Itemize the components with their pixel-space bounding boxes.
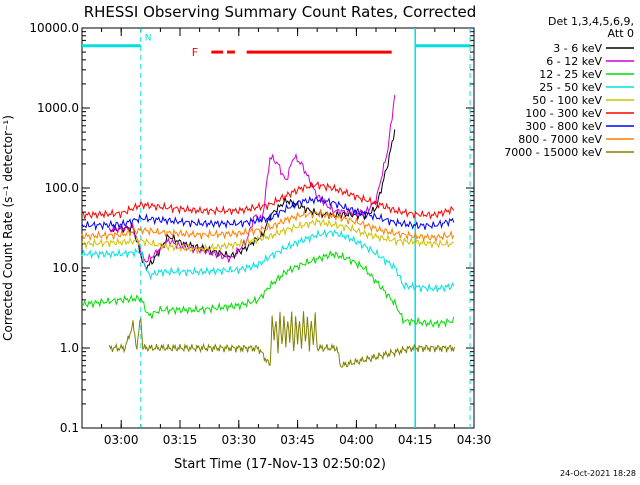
legend-label: 3 - 6 keV (553, 42, 602, 55)
y-tick-label: 10.0 (52, 261, 79, 275)
legend-header: Det 1,3,4,5,6,9, (548, 15, 634, 28)
x-axis-label: Start Time (17-Nov-13 02:50:02) (174, 457, 386, 472)
series-line-50-100-kev (81, 217, 454, 254)
plot-layer: 0.1 1.0 10.0 100.0 1000.0 10000.0 03:00 03:15 03… (29, 21, 491, 447)
x-tick-label: 03:00 (104, 433, 139, 447)
series-line-100-300-kev (81, 180, 455, 221)
x-tick-label: 03:45 (280, 433, 315, 447)
legend-label: 12 - 25 keV (539, 68, 602, 81)
x-tick-label: 04:00 (339, 433, 374, 447)
series-line-300-800-kev (81, 195, 455, 232)
flare-label: F (192, 46, 198, 59)
y-axis-label: Corrected Count Rate (s⁻¹ detector⁻¹) (1, 115, 15, 341)
series-line-800-7000-kev (81, 208, 455, 244)
series-line-7000-15000-kev (108, 311, 455, 368)
series-line-12-25-kev (81, 250, 455, 329)
x-tick-label: 03:15 (163, 433, 198, 447)
legend-label: 7000 - 15000 keV (504, 146, 602, 159)
y-tick-label: 10000.0 (29, 21, 79, 35)
legend-label: 100 - 300 keV (525, 107, 602, 120)
y-tick-label: 1000.0 (37, 101, 79, 115)
legend-header: Att 0 (608, 27, 634, 40)
x-tick-label: 04:15 (398, 433, 433, 447)
night-label: N (145, 33, 152, 43)
legend-label: 50 - 100 keV (532, 94, 602, 107)
footer-timestamp: 24-Oct-2021 18:28 (560, 469, 636, 478)
legend-label: 300 - 800 keV (525, 120, 602, 133)
y-tick-label: 1.0 (60, 341, 79, 355)
x-tick-label: 04:30 (457, 433, 492, 447)
chart-title: RHESSI Observing Summary Count Rates, Co… (84, 3, 477, 21)
y-tick-label: 100.0 (45, 181, 79, 195)
series-line-25-50-kev (81, 228, 455, 294)
legend-label: 25 - 50 keV (539, 81, 602, 94)
y-tick-label: 0.1 (60, 421, 79, 435)
x-tick-label: 03:30 (222, 433, 257, 447)
legend-label: 6 - 12 keV (546, 55, 602, 68)
legend-label: 800 - 7000 keV (518, 133, 602, 146)
